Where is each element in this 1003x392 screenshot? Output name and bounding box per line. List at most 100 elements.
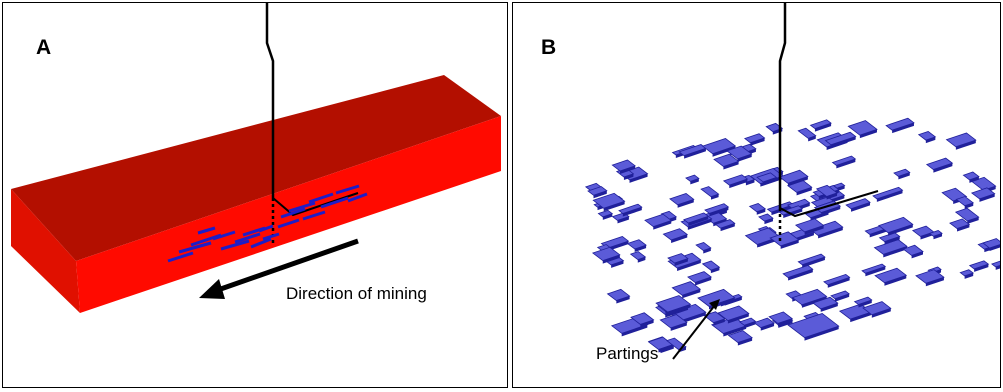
partings-group-b	[584, 117, 1000, 354]
block-top-face	[11, 75, 501, 261]
parting-plate	[902, 244, 924, 256]
parting-plate	[592, 192, 626, 209]
parting-streak	[320, 196, 349, 209]
parting-plate-edge	[869, 228, 888, 238]
parting-plate-edge	[677, 259, 701, 271]
parting-streak	[335, 184, 360, 195]
parting-plate	[659, 314, 688, 329]
parting-plate-edge	[883, 246, 908, 258]
parting-plate-edge	[622, 207, 642, 217]
parting-plate	[970, 176, 997, 191]
parting-plate	[655, 295, 692, 313]
parting-streak	[250, 237, 272, 249]
parting-plate	[758, 213, 774, 222]
parting-plate-edge	[925, 136, 936, 144]
parting-plate	[704, 203, 730, 214]
parting-streak	[167, 251, 194, 263]
parting-plate-edge	[964, 202, 974, 209]
parting-plate	[722, 174, 749, 186]
parting-plate-edge	[969, 176, 979, 183]
parting-plate-edge	[611, 260, 624, 268]
partings-pointer-arrow-head	[709, 299, 720, 310]
parting-plate	[991, 260, 1000, 268]
parting-plate-edge	[933, 163, 953, 173]
parting-streak	[178, 241, 212, 254]
parting-streak	[288, 201, 316, 213]
parting-plate-edge	[710, 267, 720, 274]
parting-plate-edge	[637, 257, 646, 263]
parting-plate-edge	[802, 257, 825, 268]
parting-plate-edge	[703, 247, 711, 254]
borehole-line	[778, 3, 787, 208]
parting-plate	[925, 157, 954, 171]
parting-plate-edge	[723, 325, 747, 337]
parting-plate	[611, 159, 637, 172]
parting-streak	[308, 192, 334, 204]
parting-plate-edge	[826, 192, 838, 200]
parting-plate	[893, 168, 911, 177]
parting-plate	[701, 138, 737, 155]
parting-plate	[717, 305, 750, 322]
parting-plate-edge	[756, 208, 766, 215]
parting-plate-edge	[804, 225, 824, 235]
parting-plate-edge	[750, 137, 765, 146]
panel-label-a: A	[36, 36, 52, 59]
parting-plate-edge	[710, 194, 719, 200]
parting-plate	[738, 317, 757, 326]
parting-plate-edge	[688, 216, 709, 226]
parting-plate-edge	[619, 165, 636, 174]
parting-plate-edge	[658, 344, 673, 353]
parting-plate-edge	[884, 236, 900, 245]
parting-plate	[727, 330, 753, 343]
parting-plate-edge	[820, 303, 838, 312]
parting-plate-edge	[783, 208, 803, 219]
parting-plate-edge	[974, 264, 989, 272]
parting-plate-edge	[729, 178, 748, 189]
parting-plate-edge	[871, 308, 891, 318]
parting-plate-edge	[830, 136, 856, 148]
parting-streak	[262, 232, 280, 241]
parting-plate-edge	[616, 296, 630, 304]
parting-plate-edge	[687, 218, 712, 230]
parting-plate	[928, 230, 943, 237]
parting-plate-edge	[796, 187, 812, 196]
parting-plate-edge	[720, 223, 735, 232]
parting-plate	[671, 281, 702, 296]
parting-plate	[955, 196, 975, 207]
parting-plate-edge	[836, 158, 856, 169]
parting-plate-edge	[851, 202, 871, 212]
parting-plate	[697, 288, 736, 307]
parting-plate-edge	[745, 179, 755, 186]
parting-plate-edge	[865, 266, 886, 277]
parting-plate-edge	[788, 269, 813, 281]
parting-plate-edge	[957, 224, 970, 232]
parting-plate-edge	[884, 275, 907, 286]
parting-plate-edge	[727, 313, 749, 324]
parting-plate	[787, 313, 840, 339]
parting-plate-edge	[602, 213, 613, 220]
parting-streak	[212, 230, 236, 241]
parting-plate-edge	[760, 323, 775, 331]
parting-plate	[743, 133, 766, 144]
parting-plate-edge	[684, 148, 706, 159]
mining-direction-arrow-head	[199, 279, 225, 299]
parting-plate	[606, 288, 631, 301]
parting-streak	[277, 218, 300, 229]
parting-plate	[915, 269, 945, 284]
parting-plate-edge	[814, 123, 832, 132]
parting-streak	[258, 224, 274, 233]
partings-label: Partings	[596, 344, 659, 363]
parting-plate	[618, 203, 643, 214]
parting-streak	[234, 232, 261, 244]
parting-streak	[302, 210, 326, 221]
parting-plate-edge	[955, 140, 976, 150]
parting-plate-edge	[827, 277, 850, 288]
parting-plate-edge	[634, 245, 647, 252]
parting-plate	[945, 132, 977, 148]
parting-plate	[714, 219, 736, 229]
parting-plate-edge	[850, 312, 872, 323]
parting-plate-edge	[925, 277, 944, 287]
parting-plate	[665, 337, 687, 350]
parting-plate	[591, 246, 621, 262]
parting-plate-edge	[888, 224, 913, 236]
